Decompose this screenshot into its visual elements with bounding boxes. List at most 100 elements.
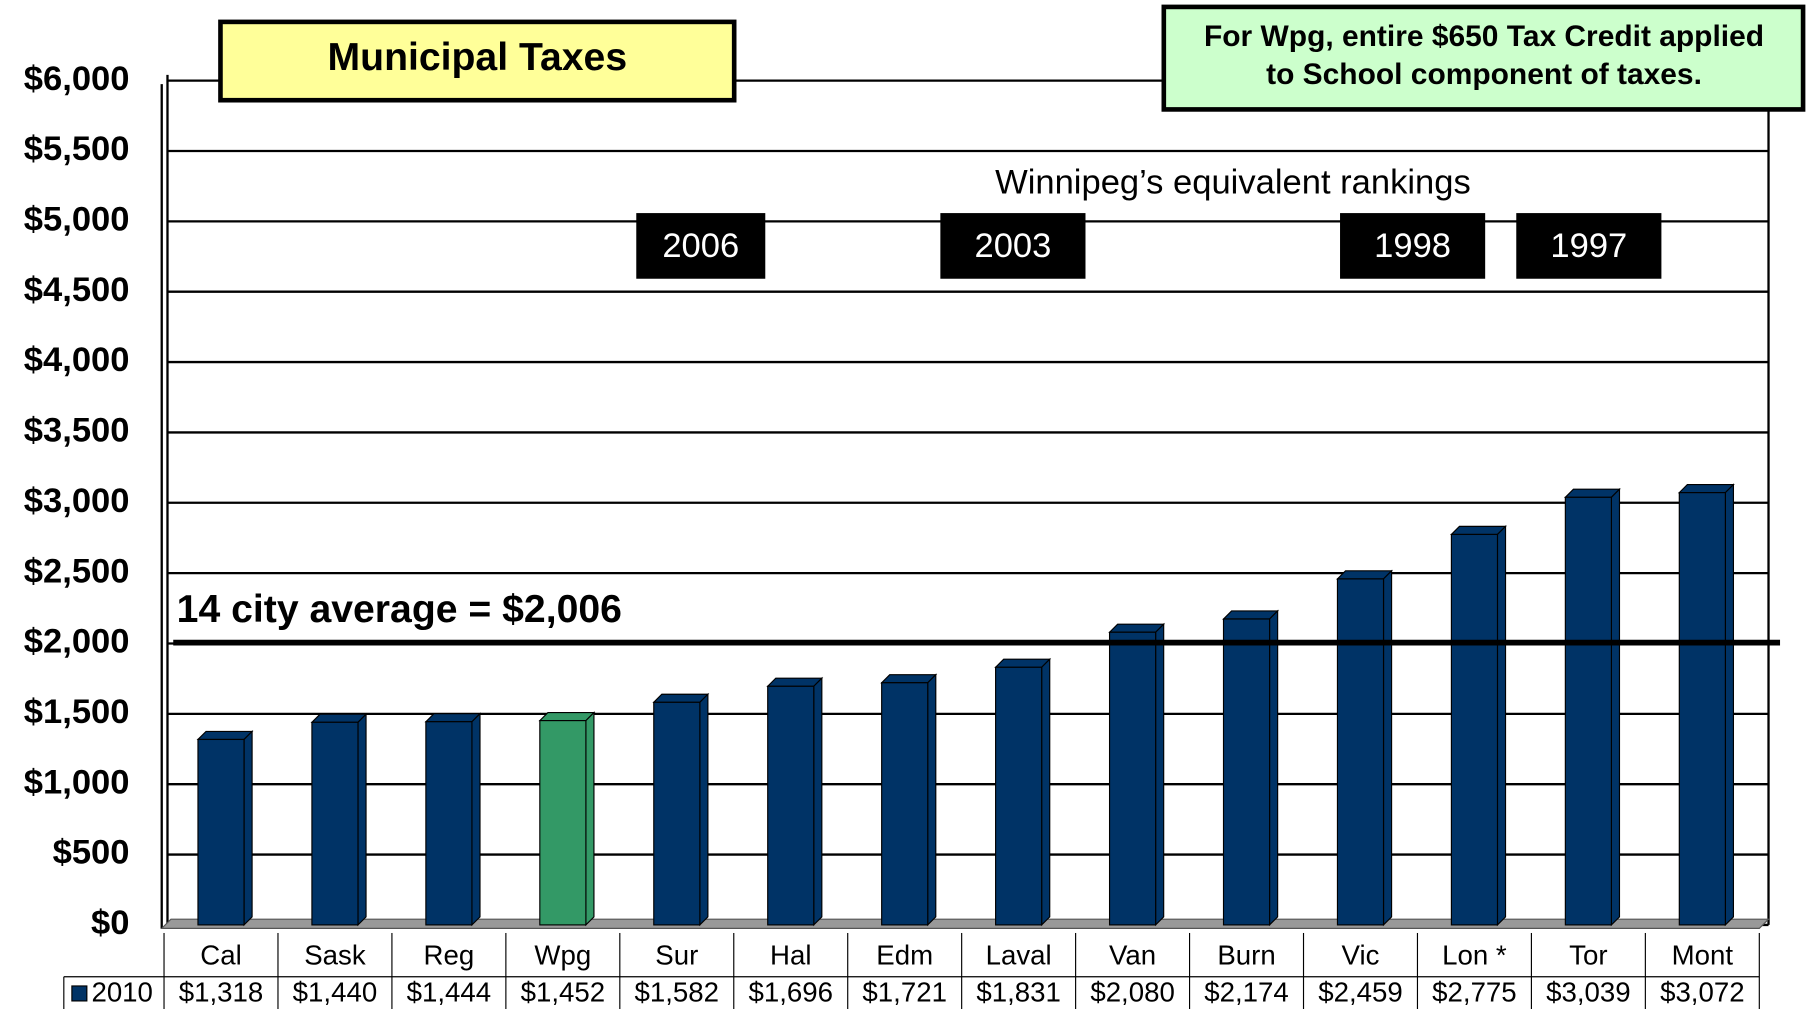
bar xyxy=(1222,618,1271,926)
bar-top xyxy=(424,713,482,723)
y-tick-label: $5,500 xyxy=(24,130,130,168)
value-label: $2,080 xyxy=(1090,976,1175,1007)
value-label: $2,459 xyxy=(1318,976,1403,1007)
bar-side xyxy=(1610,487,1621,927)
x-tick-label: Lon * xyxy=(1442,939,1507,970)
value-label: $1,582 xyxy=(635,976,720,1007)
bar-side xyxy=(585,711,595,927)
ranking-label: 1997 xyxy=(1550,227,1627,265)
bar xyxy=(1450,533,1499,926)
x-tick-label: Wpg xyxy=(534,939,591,970)
average-label: 14 city average = $2,006 xyxy=(177,588,622,631)
bar-side xyxy=(699,692,709,927)
bar-top xyxy=(196,730,254,741)
bar-top xyxy=(880,674,938,684)
bar xyxy=(1678,492,1726,926)
value-label: $3,039 xyxy=(1546,976,1630,1007)
rankings-title: Winnipeg’s equivalent rankings xyxy=(995,163,1471,201)
value-label: $1,318 xyxy=(179,976,263,1007)
bar-side xyxy=(813,676,823,927)
ranking-box xyxy=(636,213,766,279)
bar xyxy=(653,701,701,926)
value-label: $2,775 xyxy=(1432,976,1517,1007)
ranking-box xyxy=(940,213,1086,279)
value-label: $1,696 xyxy=(748,976,833,1007)
bar-top xyxy=(310,713,368,723)
bar-side xyxy=(1724,483,1735,927)
y-tick-label: $2,500 xyxy=(24,552,130,590)
bar xyxy=(539,720,587,926)
y-tick-label: $1,000 xyxy=(24,763,130,801)
bar-side xyxy=(1496,524,1507,927)
ranking-label: 2006 xyxy=(662,227,739,265)
bar-top xyxy=(1336,570,1393,580)
chart-title: Municipal Taxes xyxy=(328,36,628,79)
bar-side xyxy=(243,730,253,927)
y-tick-label: $5,000 xyxy=(24,200,130,238)
ranking-box xyxy=(1516,213,1662,279)
y-tick-label: $500 xyxy=(53,834,130,872)
bar-side xyxy=(471,712,481,927)
value-label: $1,831 xyxy=(976,976,1061,1007)
value-label: $1,440 xyxy=(293,976,378,1007)
y-tick-label: $4,500 xyxy=(24,271,130,309)
ranking-label: 1998 xyxy=(1374,227,1451,265)
bar-side xyxy=(1155,622,1165,927)
value-label: $2,174 xyxy=(1204,976,1288,1007)
bar-side xyxy=(1382,569,1393,927)
value-label: $1,444 xyxy=(407,976,491,1007)
x-tick-label: Laval xyxy=(986,939,1052,970)
bar xyxy=(995,666,1043,926)
bar xyxy=(1564,496,1612,926)
title-box xyxy=(218,19,737,103)
x-tick-label: Cal xyxy=(200,939,241,970)
y-tick-label: $3,000 xyxy=(24,482,130,520)
value-label: $1,452 xyxy=(521,976,606,1007)
x-tick-label: Vic xyxy=(1342,939,1380,970)
bar xyxy=(197,738,245,926)
floor xyxy=(160,918,1770,929)
bar-side xyxy=(1041,657,1051,927)
note-box xyxy=(1161,4,1806,112)
bar-top xyxy=(1222,610,1280,620)
y-tick-label: $4,000 xyxy=(24,341,130,379)
x-tick-label: Sask xyxy=(304,939,366,970)
bar xyxy=(311,721,359,926)
y-tick-label: $3,500 xyxy=(24,412,130,450)
x-tick-label: Mont xyxy=(1672,939,1734,970)
x-tick-label: Reg xyxy=(424,939,475,970)
bar-top xyxy=(1677,484,1735,494)
x-tick-label: Hal xyxy=(770,939,811,970)
bar-top xyxy=(1563,488,1621,498)
legend-swatch xyxy=(71,985,88,1002)
bar xyxy=(425,721,473,926)
bar-side xyxy=(927,673,937,927)
x-tick-label: Edm xyxy=(876,939,933,970)
x-tick-label: Sur xyxy=(655,939,698,970)
note-text: to School component of taxes. xyxy=(1266,58,1702,91)
bar xyxy=(1336,578,1385,926)
x-tick-label: Burn xyxy=(1217,939,1275,970)
ranking-box xyxy=(1340,213,1486,279)
bar xyxy=(881,682,929,926)
value-label: $3,072 xyxy=(1660,976,1745,1007)
bar-side xyxy=(1268,609,1279,927)
bar-top xyxy=(1108,623,1166,633)
y-tick-label: $2,000 xyxy=(24,623,130,661)
x-tick-label: Tor xyxy=(1569,939,1607,970)
value-label: $1,721 xyxy=(862,976,947,1007)
bar-top xyxy=(994,658,1052,668)
bar xyxy=(1108,631,1157,926)
y-tick-label: $6,000 xyxy=(24,60,130,98)
x-tick-label: Van xyxy=(1109,939,1156,970)
ranking-label: 2003 xyxy=(974,227,1051,265)
bar-top xyxy=(538,711,596,722)
legend-label: 2010 xyxy=(91,976,152,1007)
y-tick-label: $1,500 xyxy=(24,693,130,731)
bar-top xyxy=(652,693,710,703)
note-text: For Wpg, entire $650 Tax Credit applied xyxy=(1204,20,1764,53)
bar-top xyxy=(766,677,824,687)
bar-top xyxy=(1450,525,1507,536)
bar-side xyxy=(357,712,367,927)
